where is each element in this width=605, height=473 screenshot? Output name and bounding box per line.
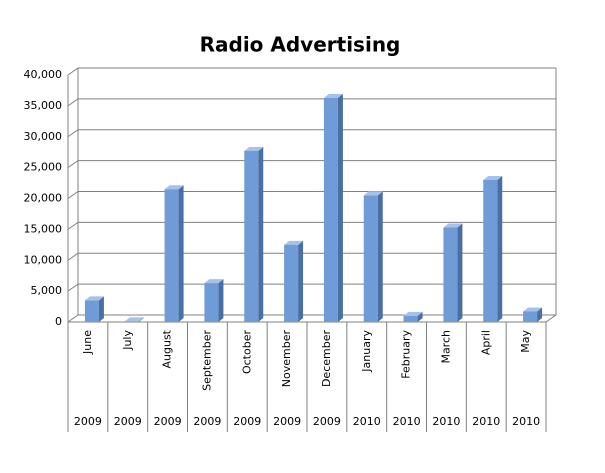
- x-tick-label: August: [161, 329, 174, 368]
- x-tick-label: June: [81, 330, 94, 355]
- y-tick-label: 40,000: [24, 68, 63, 81]
- bar-top: [523, 307, 543, 312]
- bar-side: [138, 317, 144, 322]
- x-tick-label: April: [479, 330, 492, 355]
- x-tick-label: May: [519, 330, 532, 353]
- grid-line: [67, 67, 556, 76]
- grid-line: [67, 252, 556, 261]
- bar-top: [363, 191, 383, 196]
- bar-side: [337, 93, 343, 322]
- bar-side: [497, 175, 503, 322]
- grid-line: [67, 98, 556, 107]
- x-tick-label: March: [439, 330, 452, 364]
- x-tick-label: December: [320, 330, 333, 388]
- y-tick-label: 5,000: [31, 284, 63, 297]
- x-tick-label: September: [200, 330, 213, 391]
- chart-title: Radio Advertising: [200, 33, 401, 57]
- bar: [523, 311, 538, 322]
- x-group-label: 2009: [74, 415, 102, 428]
- bar-top: [323, 93, 343, 98]
- bar-top: [403, 311, 423, 316]
- x-group-label: 2009: [154, 415, 182, 428]
- bar-top: [483, 175, 503, 180]
- grid-line: [67, 283, 556, 292]
- y-tick-label: 30,000: [24, 130, 63, 143]
- bar: [164, 189, 179, 322]
- grid-line: [67, 160, 556, 169]
- bar: [84, 300, 99, 322]
- bar-side: [298, 240, 304, 322]
- x-group-label: 2010: [353, 415, 381, 428]
- grid-line: [67, 191, 556, 199]
- bar: [284, 244, 299, 322]
- x-group-label: 2010: [512, 415, 540, 428]
- y-tick-label: 35,000: [24, 99, 63, 112]
- x-tick-label: November: [280, 330, 293, 388]
- x-group-label: 2010: [432, 415, 460, 428]
- bar: [403, 315, 418, 322]
- x-tick-label: February: [400, 330, 413, 379]
- bar-side: [178, 185, 184, 322]
- x-tick-label: October: [240, 330, 253, 374]
- y-tick-label: 10,000: [24, 253, 63, 266]
- bar-side: [218, 279, 224, 322]
- bar-side: [537, 307, 543, 322]
- y-tick-label: 20,000: [24, 192, 63, 205]
- bar-side: [377, 191, 383, 322]
- y-tick-label: 25,000: [24, 161, 63, 174]
- x-group-label: 2009: [313, 415, 341, 428]
- x-group-label: 2009: [114, 415, 142, 428]
- x-group-label: 2009: [193, 415, 221, 428]
- bar: [483, 179, 498, 322]
- x-group-label: 2010: [472, 415, 500, 428]
- y-tick-label: 0: [55, 315, 62, 328]
- bar-side: [457, 223, 463, 322]
- bar: [204, 283, 219, 322]
- y-tick-label: 15,000: [24, 222, 63, 235]
- bar-top: [284, 240, 304, 245]
- bar-top: [443, 223, 463, 228]
- bar-top: [84, 296, 104, 301]
- x-tick-label: July: [121, 330, 134, 351]
- bar: [124, 321, 139, 322]
- x-group-label: 2009: [273, 415, 301, 428]
- grid-line: [67, 129, 556, 138]
- bar: [443, 227, 458, 322]
- bar: [244, 150, 259, 322]
- x-group-label: 2009: [233, 415, 261, 428]
- bar-side: [258, 146, 264, 322]
- bar-top: [204, 279, 224, 284]
- x-group-label: 2010: [393, 415, 421, 428]
- bar: [323, 97, 338, 322]
- bar-top: [124, 317, 144, 322]
- bar-top: [164, 185, 184, 190]
- bar: [363, 195, 378, 322]
- grid-line: [67, 221, 556, 230]
- x-tick-label: January: [360, 330, 373, 373]
- bar-side: [98, 296, 104, 322]
- bar-top: [244, 146, 264, 151]
- bar-side: [417, 311, 423, 322]
